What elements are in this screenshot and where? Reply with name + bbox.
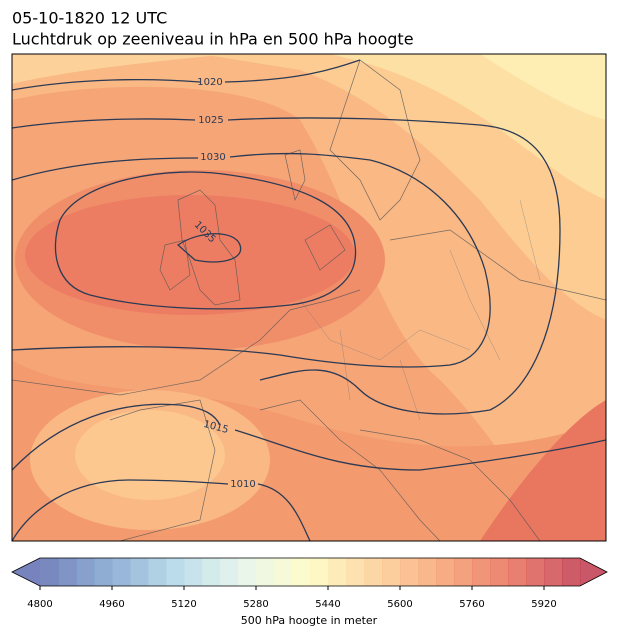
colorbar-segment bbox=[130, 558, 149, 586]
colorbar-tick-label: 5920 bbox=[531, 599, 556, 610]
colorbar-tick-label: 4800 bbox=[27, 599, 52, 610]
isobar bbox=[12, 403, 606, 471]
coastline bbox=[284, 59, 606, 301]
colorbar-segment bbox=[472, 558, 491, 586]
colorbar-segment bbox=[112, 558, 131, 586]
colorbar-segment bbox=[490, 558, 509, 586]
colorbar-tick-label: 5280 bbox=[243, 599, 268, 610]
colorbar-segment bbox=[382, 558, 401, 586]
colorbar-segment bbox=[40, 558, 59, 586]
colorbar-label: 500 hPa hoogte in meter bbox=[241, 614, 378, 627]
colorbar-segment bbox=[454, 558, 473, 586]
colorbar-segment bbox=[94, 558, 113, 586]
field bbox=[12, 54, 230, 84]
colorbar-extend bbox=[12, 558, 40, 586]
colorbar-segment bbox=[400, 558, 419, 586]
colorbar-segment bbox=[256, 558, 275, 586]
colorbar-segment bbox=[166, 558, 185, 586]
isobar bbox=[54, 171, 357, 310]
colorbar-segment bbox=[364, 558, 383, 586]
isobar bbox=[12, 479, 311, 541]
colorbar-segment bbox=[526, 558, 545, 586]
isobar-label: 1025 bbox=[198, 115, 223, 126]
field bbox=[480, 54, 606, 120]
isobar bbox=[12, 59, 361, 91]
colorbar-segment bbox=[310, 558, 329, 586]
colorbar-tick-label: 5600 bbox=[387, 599, 412, 610]
colorbar-tick-label: 5120 bbox=[171, 599, 196, 610]
colorbar-segment bbox=[148, 558, 167, 586]
title-line2: Luchtdruk op zeeniveau in hPa en 500 hPa… bbox=[12, 30, 414, 49]
isobar bbox=[12, 152, 491, 368]
colorbar-tick-label: 5440 bbox=[315, 599, 340, 610]
isobar-label: 1030 bbox=[200, 152, 225, 163]
field bbox=[330, 54, 606, 200]
isobar-label: 1010 bbox=[230, 479, 255, 490]
colorbar-segment bbox=[436, 558, 455, 586]
isobar bbox=[12, 117, 561, 415]
colorbar: 4800 4960 5120 5280 5440 5600 5760 5920 bbox=[11, 557, 608, 610]
colorbar-segment bbox=[238, 558, 257, 586]
colorbar-segment bbox=[58, 558, 77, 586]
colorbar-segment bbox=[292, 558, 311, 586]
colorbar-segment bbox=[346, 558, 365, 586]
field bbox=[75, 410, 225, 500]
colorbar-segment bbox=[274, 558, 293, 586]
colorbar-segment bbox=[562, 558, 581, 586]
title-line1: 05-10-1820 12 UTC bbox=[12, 9, 167, 28]
colorbar-tick-label: 5760 bbox=[459, 599, 484, 610]
map: 1020 1025 1030 1035 1015 1010 bbox=[12, 54, 606, 541]
colorbar-segment bbox=[184, 558, 203, 586]
isobar bbox=[176, 233, 242, 263]
colorbar-outline bbox=[11, 557, 608, 587]
field bbox=[480, 400, 606, 541]
colorbar-segment bbox=[418, 558, 437, 586]
colorbar-segment bbox=[508, 558, 527, 586]
isobar-label: 1020 bbox=[197, 77, 222, 88]
border bbox=[299, 199, 541, 421]
colorbar-segment bbox=[220, 558, 239, 586]
colorbar-segment bbox=[544, 558, 563, 586]
map-frame bbox=[11, 53, 607, 542]
colorbar-extend bbox=[580, 558, 607, 586]
colorbar-segment bbox=[202, 558, 221, 586]
colorbar-segment bbox=[328, 558, 347, 586]
colorbar-tick-label: 4960 bbox=[99, 599, 124, 610]
colorbar-segment bbox=[76, 558, 95, 586]
coastline bbox=[12, 289, 541, 541]
